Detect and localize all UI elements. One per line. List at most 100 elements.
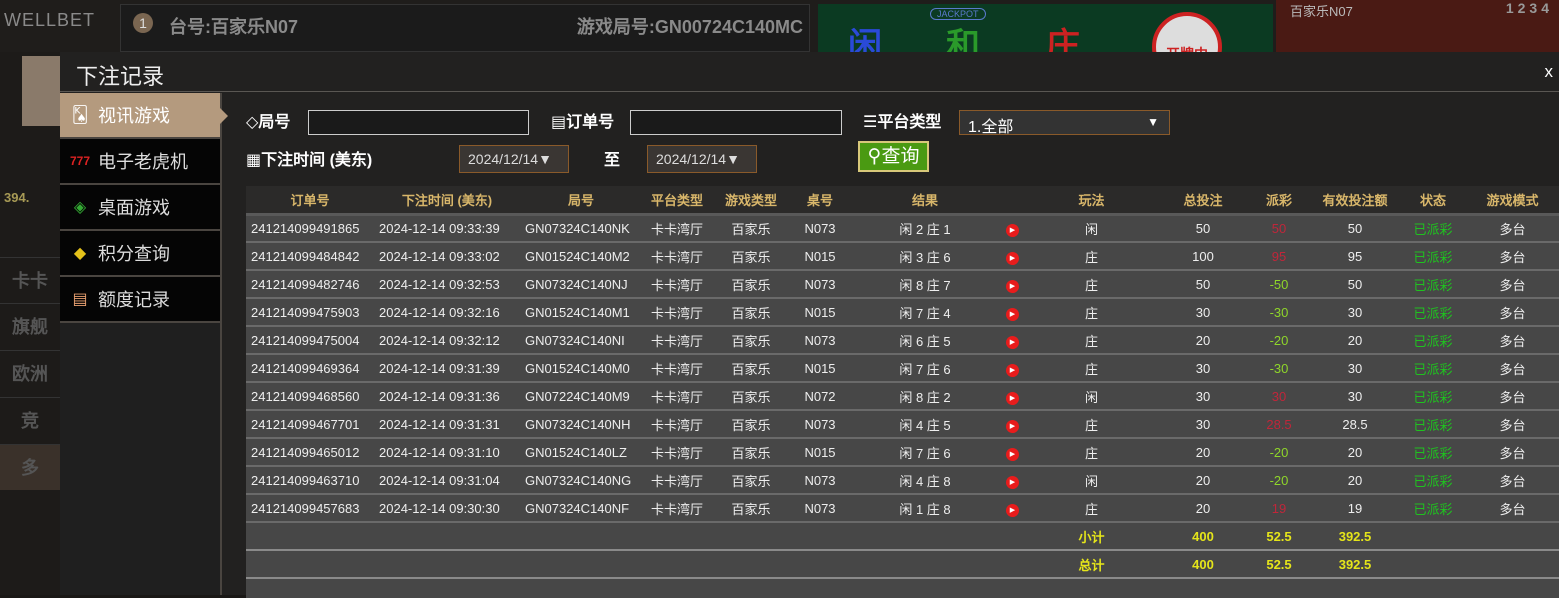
- payout-cell: -20: [1248, 466, 1310, 495]
- sidebar-item-points[interactable]: ◆ 积分查询: [60, 231, 220, 277]
- summary-cell: 总计: [1025, 550, 1158, 579]
- play-button-cell[interactable]: ▶: [1000, 410, 1025, 439]
- play-button-cell[interactable]: ▶: [1000, 494, 1025, 523]
- summary-cell: 392.5: [1310, 522, 1400, 551]
- valid-bet-cell: 28.5: [1310, 410, 1400, 439]
- play-replay-icon[interactable]: ▶: [1006, 223, 1019, 237]
- date-to-picker[interactable]: 2024/12/14▼: [647, 145, 757, 173]
- play-button-cell[interactable]: ▶: [1000, 298, 1025, 327]
- round-input[interactable]: [308, 110, 529, 135]
- total-bet-cell: 50: [1158, 270, 1248, 299]
- summary-cell: [712, 522, 790, 551]
- order-id-cell: 241214099468560: [246, 382, 374, 411]
- status-cell: 已派彩: [1400, 270, 1466, 299]
- column-header: 下注时间 (美东): [374, 186, 520, 216]
- sidebar-item-credit-records[interactable]: ▤ 额度记录: [60, 277, 220, 323]
- play-button-cell[interactable]: ▶: [1000, 354, 1025, 383]
- bet-time-cell: 2024-12-14 09:31:10: [374, 438, 520, 467]
- total-bet-cell: 20: [1158, 466, 1248, 495]
- bet-time-cell: 2024-12-14 09:31:04: [374, 466, 520, 495]
- video-numbers: 1234: [1505, 0, 1553, 16]
- server-icon: ☰: [863, 114, 878, 131]
- result-cell: 闲 7 庄 6: [850, 438, 1000, 467]
- play-replay-icon[interactable]: ▶: [1006, 447, 1019, 461]
- sidebar-item-label: 额度记录: [98, 290, 170, 310]
- column-header: 订单号: [246, 186, 374, 216]
- sidebar-item-table-games[interactable]: ◈ 桌面游戏: [60, 185, 220, 231]
- sidebar-item-label: 电子老虎机: [98, 152, 188, 172]
- close-button[interactable]: x: [1544, 62, 1554, 81]
- play-replay-icon[interactable]: ▶: [1006, 251, 1019, 265]
- game-type-cell: 百家乐: [712, 410, 790, 439]
- bg-item: 竞: [0, 397, 60, 443]
- game-type-cell: 百家乐: [712, 298, 790, 327]
- play-replay-icon[interactable]: ▶: [1006, 419, 1019, 433]
- play-replay-icon[interactable]: ▶: [1006, 279, 1019, 293]
- summary-cell: [1000, 550, 1025, 579]
- avatar: [22, 56, 62, 126]
- play-replay-icon[interactable]: ▶: [1006, 475, 1019, 489]
- play-button-cell[interactable]: ▶: [1000, 214, 1025, 243]
- platform-cell: 卡卡湾厅: [642, 494, 712, 523]
- total-bet-cell: 30: [1158, 382, 1248, 411]
- play-button-cell[interactable]: ▶: [1000, 466, 1025, 495]
- order-id-cell: 241214099457683: [246, 494, 374, 523]
- sidebar-item-slots[interactable]: 777 电子老虎机: [60, 139, 220, 185]
- bet-time-cell: 2024-12-14 09:33:02: [374, 242, 520, 271]
- game-mode-cell: 多台: [1466, 438, 1559, 467]
- order-input[interactable]: [630, 110, 842, 135]
- table-id-cell: N073: [790, 214, 850, 243]
- empty-cell: [246, 578, 1559, 598]
- table-row: 241214099468560 2024-12-14 09:31:36 GN0722…: [246, 382, 1559, 411]
- clipboard-icon: ▤: [551, 114, 567, 131]
- bet-time-cell: 2024-12-14 09:31:36: [374, 382, 520, 411]
- column-header: 游戏类型: [712, 186, 790, 216]
- table-id-cell: N015: [790, 438, 850, 467]
- play-button-cell[interactable]: ▶: [1000, 242, 1025, 271]
- total-bet-cell: 30: [1158, 354, 1248, 383]
- result-cell: 闲 2 庄 1: [850, 214, 1000, 243]
- play-button-cell[interactable]: ▶: [1000, 382, 1025, 411]
- play-button-cell[interactable]: ▶: [1000, 270, 1025, 299]
- play-replay-icon[interactable]: ▶: [1006, 335, 1019, 349]
- payout-cell: 95: [1248, 242, 1310, 271]
- play-replay-icon[interactable]: ▶: [1006, 503, 1019, 517]
- play-button-cell[interactable]: ▶: [1000, 438, 1025, 467]
- query-button[interactable]: ⚲查询: [858, 141, 929, 172]
- game-background-header: WELLBET 1 台号:百家乐N07 游戏局号:GN00724C140MC 闲…: [0, 0, 1559, 82]
- bet-time-cell: 2024-12-14 09:31:39: [374, 354, 520, 383]
- column-header: 平台类型: [642, 186, 712, 216]
- play-replay-icon[interactable]: ▶: [1006, 363, 1019, 377]
- game-mode-cell: 多台: [1466, 214, 1559, 243]
- summary-cell: [850, 550, 1000, 579]
- payout-cell: -30: [1248, 298, 1310, 327]
- table-row: 241214099469364 2024-12-14 09:31:39 GN0152…: [246, 354, 1559, 383]
- table-row: 241214099475903 2024-12-14 09:32:16 GN0152…: [246, 298, 1559, 327]
- status-cell: 已派彩: [1400, 494, 1466, 523]
- order-id-cell: 241214099465012: [246, 438, 374, 467]
- date-from-picker[interactable]: 2024/12/14▼: [459, 145, 569, 173]
- platform-select[interactable]: 1.全部 ▼: [959, 110, 1170, 136]
- game-mode-cell: 多台: [1466, 270, 1559, 299]
- round-id-cell: GN01524C140M1: [520, 298, 642, 327]
- sidebar-item-live-games[interactable]: 🂮 视讯游戏: [60, 93, 228, 139]
- bet-option-cell: 庄: [1025, 242, 1158, 271]
- play-button-cell[interactable]: ▶: [1000, 326, 1025, 355]
- column-header: 局号: [520, 186, 642, 216]
- game-type-cell: 百家乐: [712, 438, 790, 467]
- play-replay-icon[interactable]: ▶: [1006, 391, 1019, 405]
- valid-bet-cell: 50: [1310, 214, 1400, 243]
- play-replay-icon[interactable]: ▶: [1006, 307, 1019, 321]
- summary-cell: [790, 522, 850, 551]
- status-cell: 已派彩: [1400, 466, 1466, 495]
- table-header-row: 订单号 下注时间 (美东) 局号 平台类型 游戏类型 桌号 结果 玩法 总投注 派彩 有效投注额 状态…: [246, 186, 1559, 216]
- status-cell: 已派彩: [1400, 298, 1466, 327]
- summary-cell: [246, 550, 374, 579]
- status-cell: 已派彩: [1400, 326, 1466, 355]
- bet-option-cell: 庄: [1025, 298, 1158, 327]
- column-header: [1000, 186, 1025, 216]
- bet-time-cell: 2024-12-14 09:33:39: [374, 214, 520, 243]
- game-mode-cell: 多台: [1466, 382, 1559, 411]
- document-icon: ▤: [72, 291, 88, 308]
- summary-cell: [374, 522, 520, 551]
